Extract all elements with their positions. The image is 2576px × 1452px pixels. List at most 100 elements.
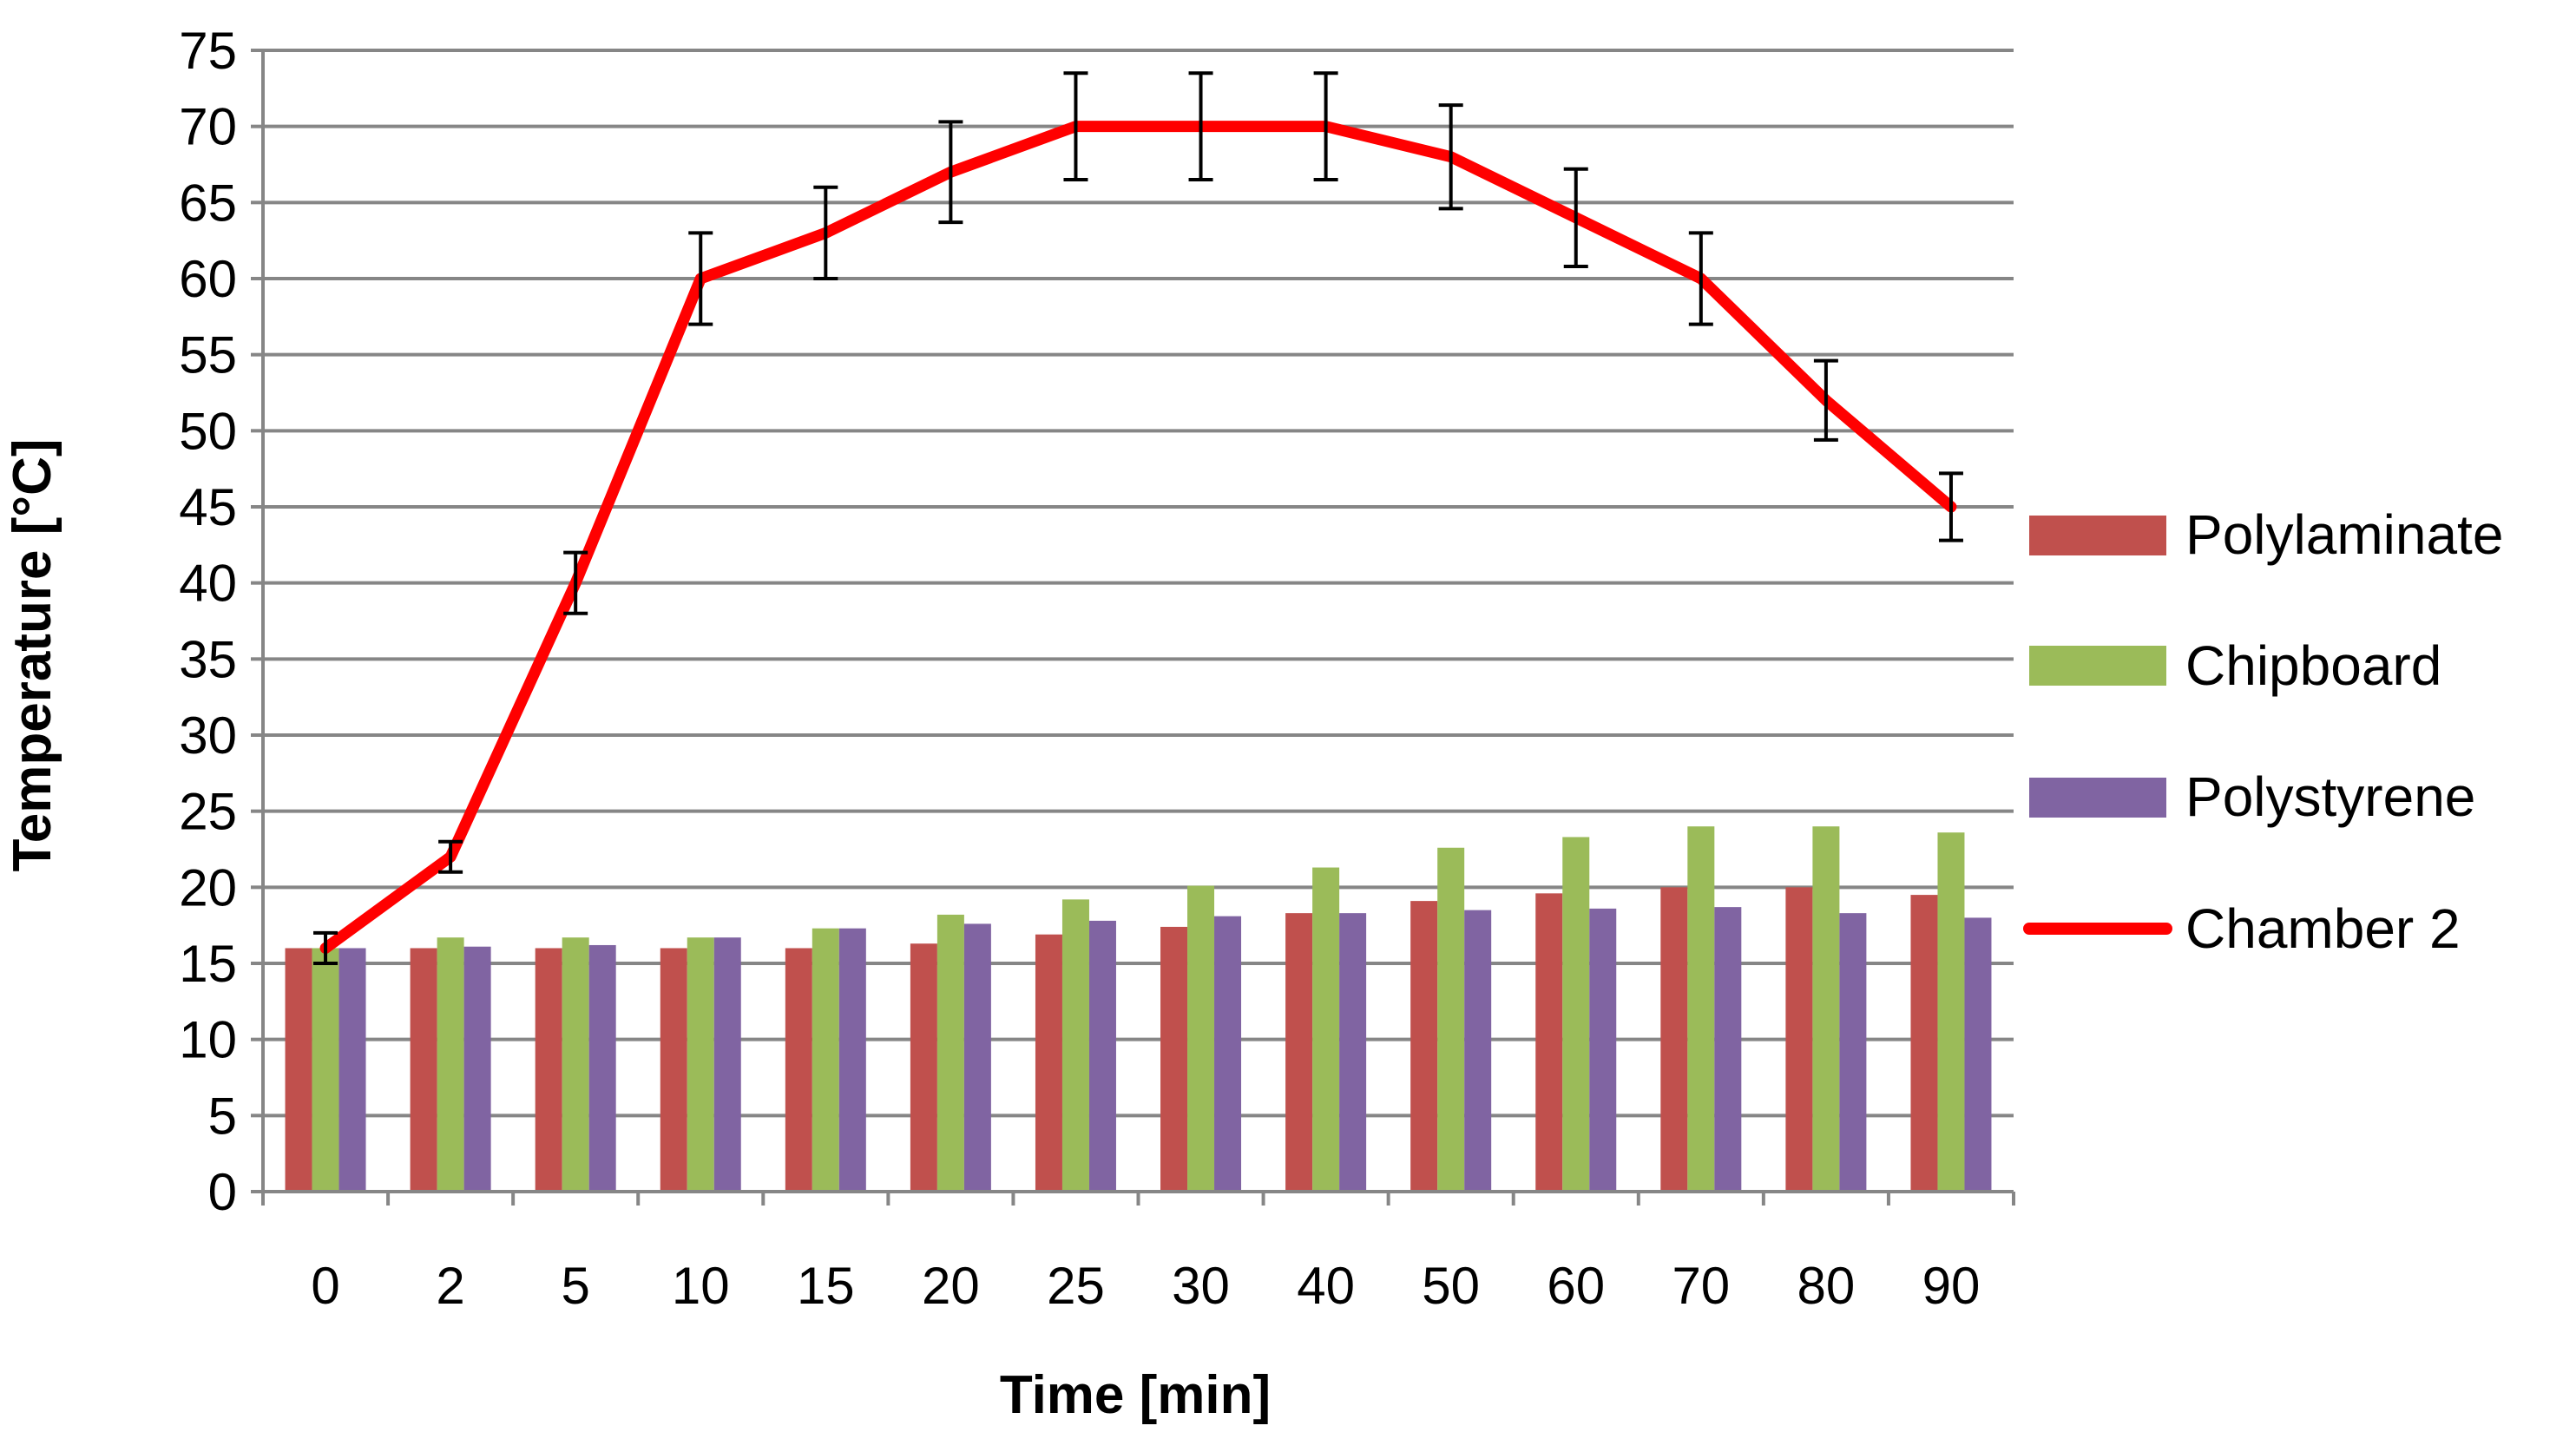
bar-polylaminate-0 [285,948,312,1192]
x-tick-label-80: 80 [1797,1257,1856,1315]
bar-polystyrene-30 [1214,916,1242,1192]
x-tick-label-30: 30 [1172,1257,1230,1315]
error-bar-40 [1313,71,1338,182]
x-tick-labels: 0 2 5 10 15 20 25 30 40 50 60 70 80 90 [311,1257,1980,1315]
bar-polystyrene-25 [1088,920,1116,1192]
error-bar-10 [688,231,713,326]
y-tick-label-60: 60 [179,250,237,308]
bar-polylaminate-15 [785,948,812,1192]
y-tick-label-40: 40 [179,555,237,613]
error-bar-0 [313,930,338,965]
bar-chipboard-90 [1937,832,1965,1192]
legend-label-chipboard: Chipboard [2185,634,2441,697]
error-bar-30 [1188,71,1213,182]
y-tick-label-10: 10 [179,1011,237,1069]
error-bars [313,71,1963,965]
legend-label-chamber-2: Chamber 2 [2185,897,2461,960]
bar-chipboard-10 [687,937,714,1192]
bar-chipboard-70 [1687,826,1715,1192]
legend: Polylaminate Chipboard Polystyrene Chamb… [2023,503,2503,960]
bar-polystyrene-90 [1964,917,1992,1192]
bar-chipboard-25 [1061,899,1089,1192]
bar-chipboard-5 [562,937,589,1192]
bar-polylaminate-70 [1660,887,1688,1192]
legend-label-polystyrene: Polystyrene [2185,765,2475,828]
y-tick-label-50: 50 [179,402,237,460]
y-tick-label-5: 5 [208,1087,237,1145]
bar-polylaminate-20 [910,943,937,1192]
bar-polylaminate-90 [1910,895,1938,1192]
legend-swatch-polylaminate [2029,516,2166,555]
legend-label-polylaminate: Polylaminate [2185,503,2503,566]
y-tick-label-70: 70 [179,98,237,156]
bar-polylaminate-5 [535,948,562,1192]
bar-polylaminate-40 [1285,913,1313,1192]
error-bar-5 [563,550,588,615]
bar-polylaminate-80 [1785,887,1813,1192]
bar-chipboard-40 [1312,867,1340,1192]
y-tick-label-55: 55 [179,326,237,384]
bar-polylaminate-50 [1410,901,1438,1192]
bar-polystyrene-20 [963,923,991,1192]
y-tick-label-30: 30 [179,706,237,765]
bar-chipboard-30 [1187,885,1215,1192]
bar-polystyrene-40 [1339,913,1367,1192]
bar-polylaminate-25 [1035,934,1062,1192]
y-tick-label-65: 65 [179,174,237,232]
line-chamber-2 [319,121,1957,954]
bar-polystyrene-15 [838,928,866,1192]
bar-polystyrene-60 [1589,908,1617,1192]
x-tick-label-20: 20 [922,1257,980,1315]
y-tick-label-15: 15 [179,935,237,993]
bar-polylaminate-30 [1160,926,1188,1192]
x-tick-label-70: 70 [1672,1257,1730,1315]
error-bar-15 [813,185,838,280]
bar-polystyrene-50 [1464,910,1492,1192]
bar-polylaminate-2 [410,948,437,1192]
bar-chipboard-80 [1812,826,1840,1192]
bar-chipboard-2 [437,937,464,1192]
x-tick-label-2: 2 [436,1257,464,1315]
bar-chipboard-20 [936,914,964,1192]
x-tick-label-90: 90 [1922,1257,1981,1315]
bar-polylaminate-10 [660,948,687,1192]
y-tick-label-20: 20 [179,858,237,917]
y-tick-label-75: 75 [179,22,237,80]
y-tick-label-45: 45 [179,478,237,536]
legend-swatch-polystyrene [2029,778,2166,818]
x-axis-title: Time [min] [1000,1365,1271,1425]
x-tick-label-5: 5 [561,1257,589,1315]
error-bar-2 [438,839,463,874]
error-bar-20 [938,120,963,225]
bar-polystyrene-5 [588,944,616,1192]
line-series [319,121,1957,954]
x-tick-label-0: 0 [311,1257,339,1315]
error-bar-60 [1563,167,1588,268]
bar-chipboard-0 [312,948,339,1192]
x-tick-label-50: 50 [1422,1257,1480,1315]
legend-swatch-chipboard [2029,646,2166,686]
bar-polystyrene-70 [1714,907,1742,1192]
error-bar-70 [1688,231,1713,326]
bar-chipboard-15 [812,928,839,1192]
y-tick-label-0: 0 [208,1163,237,1221]
y-tick-label-25: 25 [179,783,237,841]
bar-polystyrene-0 [338,948,366,1192]
x-tick-label-10: 10 [672,1257,730,1315]
error-bar-80 [1813,358,1838,442]
y-tick-labels: 0 5 10 15 20 25 30 35 40 45 50 55 60 65 70 75 [179,22,237,1221]
bar-chipboard-50 [1437,847,1465,1192]
bar-polystyrene-80 [1839,913,1867,1192]
bar-polylaminate-60 [1535,893,1563,1192]
y-tick-label-35: 35 [179,630,237,688]
x-tick-label-25: 25 [1047,1257,1105,1315]
bars [285,826,1992,1192]
x-tick-label-60: 60 [1547,1257,1605,1315]
error-bar-90 [1938,471,1963,542]
bar-polystyrene-10 [713,937,741,1192]
bar-chipboard-60 [1562,837,1590,1192]
axes [251,49,2015,1206]
x-tick-label-15: 15 [797,1257,855,1315]
